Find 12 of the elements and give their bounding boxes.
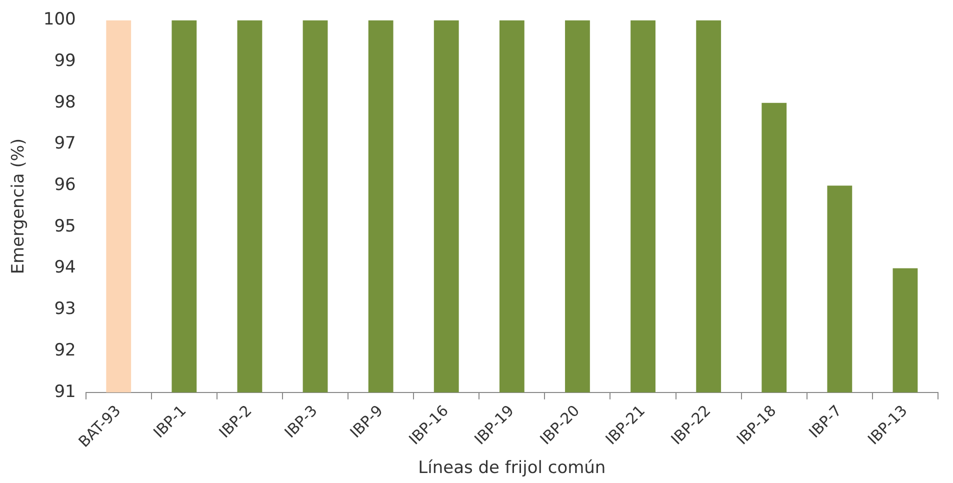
y-tick-label: 98 [54, 92, 76, 112]
y-tick-label: 91 [54, 382, 76, 402]
y-axis-title: Emergencia (%) [8, 138, 29, 274]
y-tick-label: 97 [54, 134, 76, 154]
y-tick-label: 95 [54, 216, 76, 236]
x-axis-title: Líneas de frijol común [418, 458, 606, 478]
y-tick-label: 92 [54, 340, 76, 360]
y-tick-label: 96 [54, 175, 76, 196]
y-tick-label: 99 [54, 50, 76, 71]
y-tick-label: 94 [54, 258, 76, 278]
y-tick-label: 100 [43, 10, 76, 30]
y-tick-label: 93 [54, 299, 76, 320]
